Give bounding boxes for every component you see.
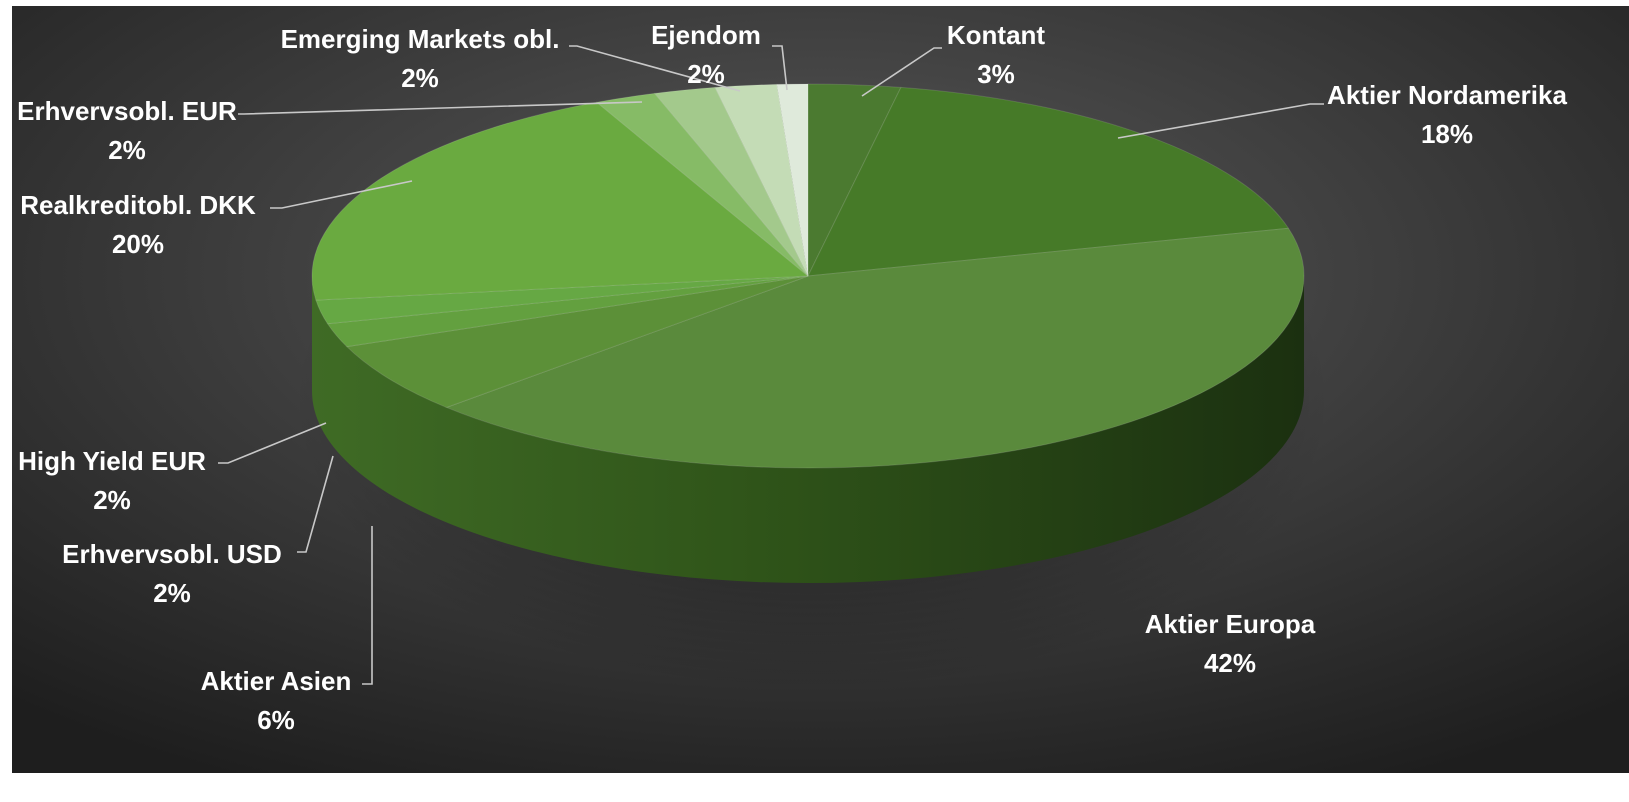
slice-value-erhvervsobl-eur: 2% xyxy=(108,135,146,165)
pie-slice-aktier-europa xyxy=(445,227,1305,469)
leader-line-high-yield-eur xyxy=(218,422,327,464)
leader-line-erhvervsobl-eur xyxy=(238,101,643,115)
pie-slice-high-yield-eur xyxy=(315,275,809,325)
slice-value-aktier-nordamerika: 18% xyxy=(1421,119,1473,149)
leader-line-emerging-markets-obl xyxy=(569,45,741,92)
slice-value-aktier-asien: 6% xyxy=(257,705,295,735)
slice-label-erhvervsobl-eur: Erhvervsobl. EUR xyxy=(17,96,237,126)
slice-value-emerging-markets-obl: 2% xyxy=(401,63,439,93)
pie-slice-aktier-nordamerika xyxy=(807,86,1290,277)
leader-line-kontant xyxy=(861,47,942,97)
slice-value-realkreditobl-dkk: 20% xyxy=(112,229,164,259)
pie-side-group xyxy=(312,276,1304,583)
slice-label-erhvervsobl-usd: Erhvervsobl. USD xyxy=(62,539,282,569)
leader-line-aktier-asien xyxy=(362,526,373,685)
pie-slice-aktier-asien xyxy=(345,275,809,408)
pie-slice-realkreditobl-dkk xyxy=(311,101,810,301)
pie-slice-erhvervsobl-eur xyxy=(595,92,809,277)
slice-value-ejendom: 2% xyxy=(687,59,725,89)
slice-label-aktier-asien: Aktier Asien xyxy=(201,666,352,696)
slice-label-aktier-europa: Aktier Europa xyxy=(1145,609,1316,639)
leader-line-erhvervsobl-usd xyxy=(297,455,334,553)
slice-label-aktier-nordamerika: Aktier Nordamerika xyxy=(1327,80,1567,110)
leader-line-aktier-nordamerika xyxy=(1117,103,1324,139)
pie-slice-emerging-markets-obl xyxy=(653,86,809,277)
leader-line-ejendom xyxy=(772,45,788,91)
leader-line-realkreditobl-dkk xyxy=(270,180,413,209)
slice-label-kontant: Kontant xyxy=(947,20,1046,50)
slice-value-kontant: 3% xyxy=(977,59,1015,89)
slice-value-erhvervsobl-usd: 2% xyxy=(153,578,191,608)
pie-side-wall xyxy=(312,276,1304,583)
slice-label-high-yield-eur: High Yield EUR xyxy=(18,446,206,476)
pie-slice-kontant-edge xyxy=(776,83,809,277)
slice-label-emerging-markets-obl: Emerging Markets obl. xyxy=(281,24,560,54)
pie-slice-erhvervsobl-usd xyxy=(326,275,809,348)
pie-label-group: Kontant 3% Aktier Nordamerika 18% Aktier Eur… xyxy=(17,20,1567,735)
slice-label-realkreditobl-dkk: Realkreditobl. DKK xyxy=(20,190,256,220)
pie-slice-kontant xyxy=(807,83,902,277)
slice-value-aktier-europa: 42% xyxy=(1204,648,1256,678)
chart-area: Kontant 3% Aktier Nordamerika 18% Aktier Eur… xyxy=(12,6,1629,773)
pie-chart: Kontant 3% Aktier Nordamerika 18% Aktier Eur… xyxy=(12,6,1629,773)
slice-label-ejendom: Ejendom xyxy=(651,20,761,50)
pie-top-group xyxy=(311,83,1305,469)
slice-value-high-yield-eur: 2% xyxy=(93,485,131,515)
pie-slice-ejendom xyxy=(714,83,809,277)
